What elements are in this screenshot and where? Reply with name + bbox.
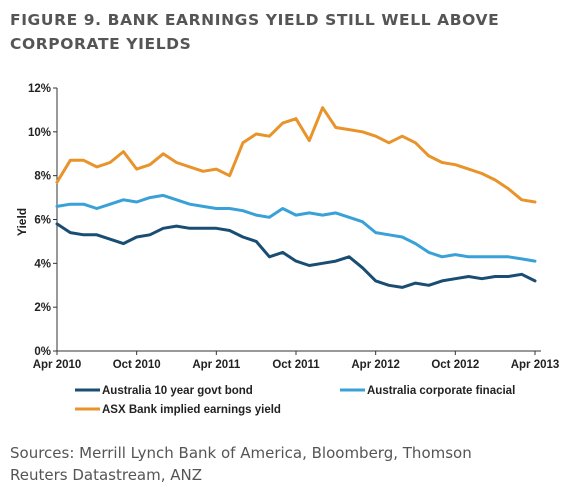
- sources-line-2: Reuters Datastream, ANZ: [10, 466, 203, 484]
- y-tick-label: 4%: [34, 258, 51, 270]
- chart-title: FIGURE 9. BANK EARNINGS YIELD STILL WELL…: [10, 8, 560, 56]
- chart-title-line-1: FIGURE 9. BANK EARNINGS YIELD STILL WELL…: [10, 11, 500, 29]
- series-line-1: [55, 222, 537, 289]
- x-tick-label: Oct 2012: [431, 359, 479, 371]
- y-tick-label: 0%: [34, 346, 51, 358]
- x-tick-label: Apr 2010: [33, 359, 82, 371]
- chart-legend: Australia 10 year govt bond Australia cor…: [75, 385, 515, 416]
- y-tick-label: 8%: [34, 171, 51, 183]
- y-tick-label: 12%: [28, 83, 51, 95]
- y-tick-label: 2%: [34, 302, 51, 314]
- x-tick-label: Oct 2010: [113, 359, 161, 371]
- x-tick-label: Oct 2011: [272, 359, 320, 371]
- series-line-3: [55, 106, 537, 204]
- chart-axes: [56, 88, 541, 352]
- chart-series: [55, 106, 537, 289]
- legend-label: ASX Bank implied earnings yield: [102, 404, 281, 416]
- y-tick-label: 6%: [34, 215, 51, 227]
- legend-label: Australia corporate finacial: [367, 385, 515, 397]
- x-tick-label: Apr 2012: [351, 359, 400, 371]
- sources-line-1: Sources: Merrill Lynch Bank of America, …: [10, 444, 472, 462]
- sources-note: Sources: Merrill Lynch Bank of America, …: [10, 442, 550, 486]
- x-tick-label: Apr 2013: [511, 359, 560, 371]
- y-axis-label: Yield: [15, 208, 29, 236]
- x-axis-ticks: Apr 2010 Oct 2010 Apr 2011 Oct 2011 Apr 2012…: [33, 351, 560, 371]
- y-axis-ticks: 0% 2% 4% 6% 8% 10% 12%: [28, 83, 57, 358]
- legend-label: Australia 10 year govt bond: [102, 385, 253, 397]
- series-line-2: [55, 193, 537, 263]
- x-tick-label: Apr 2011: [192, 359, 241, 371]
- chart-title-line-2: CORPORATE YIELDS: [10, 35, 192, 53]
- y-tick-label: 10%: [28, 127, 51, 139]
